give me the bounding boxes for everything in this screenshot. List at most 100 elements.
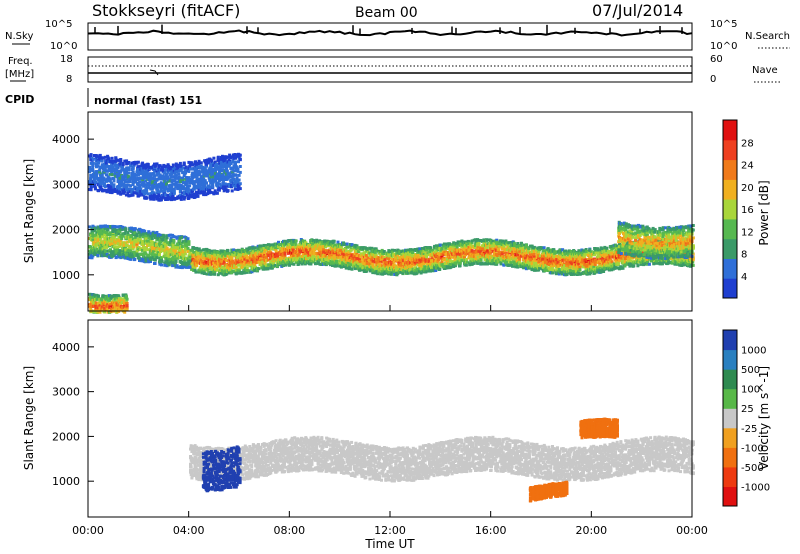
power-cell xyxy=(243,257,247,261)
power-cell xyxy=(259,257,263,261)
power-cell xyxy=(433,266,437,270)
power-cell xyxy=(342,255,345,259)
power-cell xyxy=(313,248,317,252)
power-cell xyxy=(237,269,241,273)
power-cell xyxy=(339,249,343,253)
power-cell xyxy=(563,270,567,274)
power-cell xyxy=(567,262,571,266)
power-cell xyxy=(429,261,433,265)
power-cell xyxy=(214,263,217,267)
power-cell xyxy=(245,270,249,274)
power-cell xyxy=(561,254,565,258)
power-cell xyxy=(454,262,458,266)
power-cell xyxy=(456,248,460,252)
power-cell xyxy=(440,252,444,256)
power-cell xyxy=(482,244,486,248)
power-cell xyxy=(645,260,649,264)
power-cell xyxy=(524,243,528,247)
power-cell xyxy=(449,245,453,249)
power-cell xyxy=(383,256,387,260)
power-cell xyxy=(365,266,369,270)
power-cell xyxy=(635,258,639,261)
power-cell xyxy=(231,259,235,263)
power-cell xyxy=(280,256,284,260)
power-cell xyxy=(199,266,203,270)
power-cell xyxy=(294,239,298,243)
power-cell xyxy=(352,262,356,266)
power-cell xyxy=(500,243,504,247)
power-cell xyxy=(532,261,536,265)
noise-left-top-tick: 10^5 xyxy=(45,19,72,30)
power-cell xyxy=(263,251,267,254)
power-cell xyxy=(528,244,532,248)
power-cell xyxy=(380,258,384,261)
power-cell xyxy=(458,264,462,268)
power-cell xyxy=(414,266,417,270)
power-cell xyxy=(303,262,307,266)
power-cell xyxy=(523,243,527,247)
power-cell xyxy=(647,262,651,266)
freq-blip xyxy=(149,69,159,76)
power-cell xyxy=(231,261,235,265)
power-cell xyxy=(402,259,406,263)
power-cell xyxy=(615,249,619,253)
power-cell xyxy=(339,255,343,259)
power-cell xyxy=(246,256,250,260)
power-cell xyxy=(196,260,200,264)
power-cell xyxy=(557,258,561,262)
power-cell xyxy=(225,272,229,276)
freq-unit-label: [MHz] xyxy=(5,69,34,80)
date-label: 07/Jul/2014 xyxy=(592,1,683,20)
noise-right-top-tick: 10^5 xyxy=(710,19,737,30)
power-cell xyxy=(230,256,234,260)
power-cell xyxy=(359,254,363,258)
power-cell xyxy=(582,255,586,259)
power-cell xyxy=(420,247,424,250)
power-cell xyxy=(577,249,581,253)
power-cell xyxy=(262,246,266,250)
power-cell xyxy=(492,244,496,248)
power-cell xyxy=(241,255,245,259)
power-cell xyxy=(552,248,556,252)
power-cell xyxy=(416,251,420,255)
power-cell xyxy=(467,241,471,245)
power-cell xyxy=(345,242,349,246)
power-cell xyxy=(355,252,359,256)
power-cell xyxy=(509,249,513,252)
power-cell xyxy=(261,259,265,263)
cpid-value: normal (fast) 151 xyxy=(94,94,202,107)
power-cell xyxy=(516,242,520,245)
power-cell xyxy=(444,261,448,265)
power-cell xyxy=(312,254,316,258)
power-cell xyxy=(339,245,343,249)
power-cell xyxy=(222,261,226,265)
power-cell xyxy=(524,254,528,258)
power-cell xyxy=(385,261,389,265)
power-cell xyxy=(367,267,371,271)
power-cell xyxy=(553,262,557,266)
power-cell xyxy=(676,261,680,265)
power-cell xyxy=(414,259,417,263)
power-cell xyxy=(373,255,377,259)
power-cell xyxy=(261,252,265,256)
power-cell xyxy=(232,248,236,252)
power-cell xyxy=(423,250,427,254)
power-cell xyxy=(253,265,257,269)
power-cell xyxy=(486,242,490,246)
power-cell xyxy=(491,247,495,251)
power-cell xyxy=(422,252,426,256)
power-cell xyxy=(410,264,414,268)
power-cell xyxy=(264,244,268,247)
power-cell xyxy=(402,252,406,256)
power-cell xyxy=(561,252,565,256)
power-cell xyxy=(396,254,400,258)
power-cell xyxy=(278,243,282,247)
power-cell xyxy=(243,271,247,275)
power-cell xyxy=(468,263,472,267)
power-cell xyxy=(322,248,326,252)
power-cell xyxy=(373,250,377,254)
power-cell xyxy=(245,254,249,258)
power-cell xyxy=(360,268,364,272)
power-cell xyxy=(407,251,411,255)
power-cell xyxy=(290,262,294,266)
